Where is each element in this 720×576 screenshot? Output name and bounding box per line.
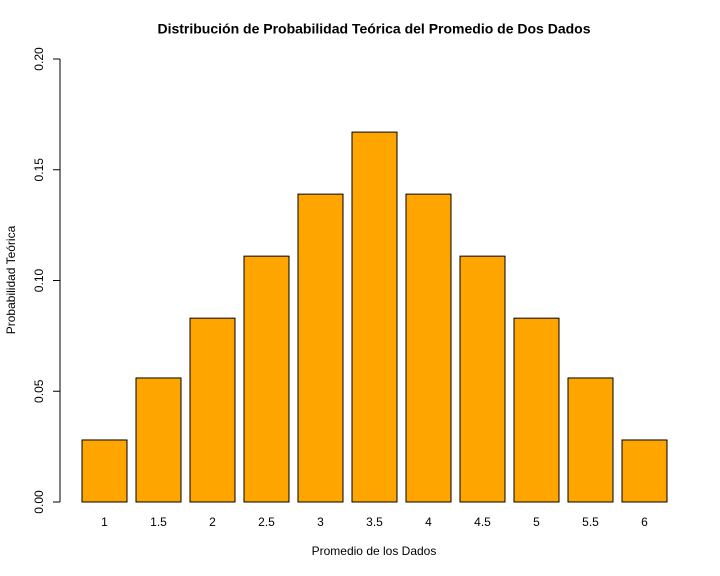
bar bbox=[189, 317, 236, 503]
y-tick-label: 0.05 bbox=[32, 379, 46, 403]
x-tick-label: 2.5 bbox=[258, 515, 275, 529]
bar bbox=[513, 317, 560, 503]
x-tick-label: 1 bbox=[101, 515, 108, 529]
x-tick-label: 4.5 bbox=[474, 515, 491, 529]
bar bbox=[405, 193, 452, 503]
x-tick-label: 3.5 bbox=[366, 515, 383, 529]
x-tick-label: 3 bbox=[317, 515, 324, 529]
y-tick-label: 0.10 bbox=[32, 268, 46, 292]
bar bbox=[81, 439, 128, 503]
x-tick-label: 2 bbox=[209, 515, 216, 529]
bar bbox=[621, 439, 668, 503]
x-tick-label: 4 bbox=[425, 515, 432, 529]
bar bbox=[351, 131, 398, 503]
bar bbox=[567, 377, 614, 503]
y-tick-label: 0.20 bbox=[32, 47, 46, 71]
x-tick-label: 5.5 bbox=[582, 515, 599, 529]
x-tick-label: 1.5 bbox=[150, 515, 167, 529]
bar bbox=[297, 193, 344, 503]
y-tick-label: 0.00 bbox=[32, 490, 46, 514]
y-tick-label: 0.15 bbox=[32, 158, 46, 182]
x-tick-label: 6 bbox=[641, 515, 648, 529]
bar bbox=[243, 255, 290, 503]
x-tick-label: 5 bbox=[533, 515, 540, 529]
x-axis-label: Promedio de los Dados bbox=[312, 544, 437, 558]
chart-title: Distribución de Probabilidad Teórica del… bbox=[157, 21, 590, 37]
y-axis-label: Probabilidad Teórica bbox=[4, 225, 18, 334]
bar bbox=[135, 377, 182, 503]
bar bbox=[459, 255, 506, 503]
